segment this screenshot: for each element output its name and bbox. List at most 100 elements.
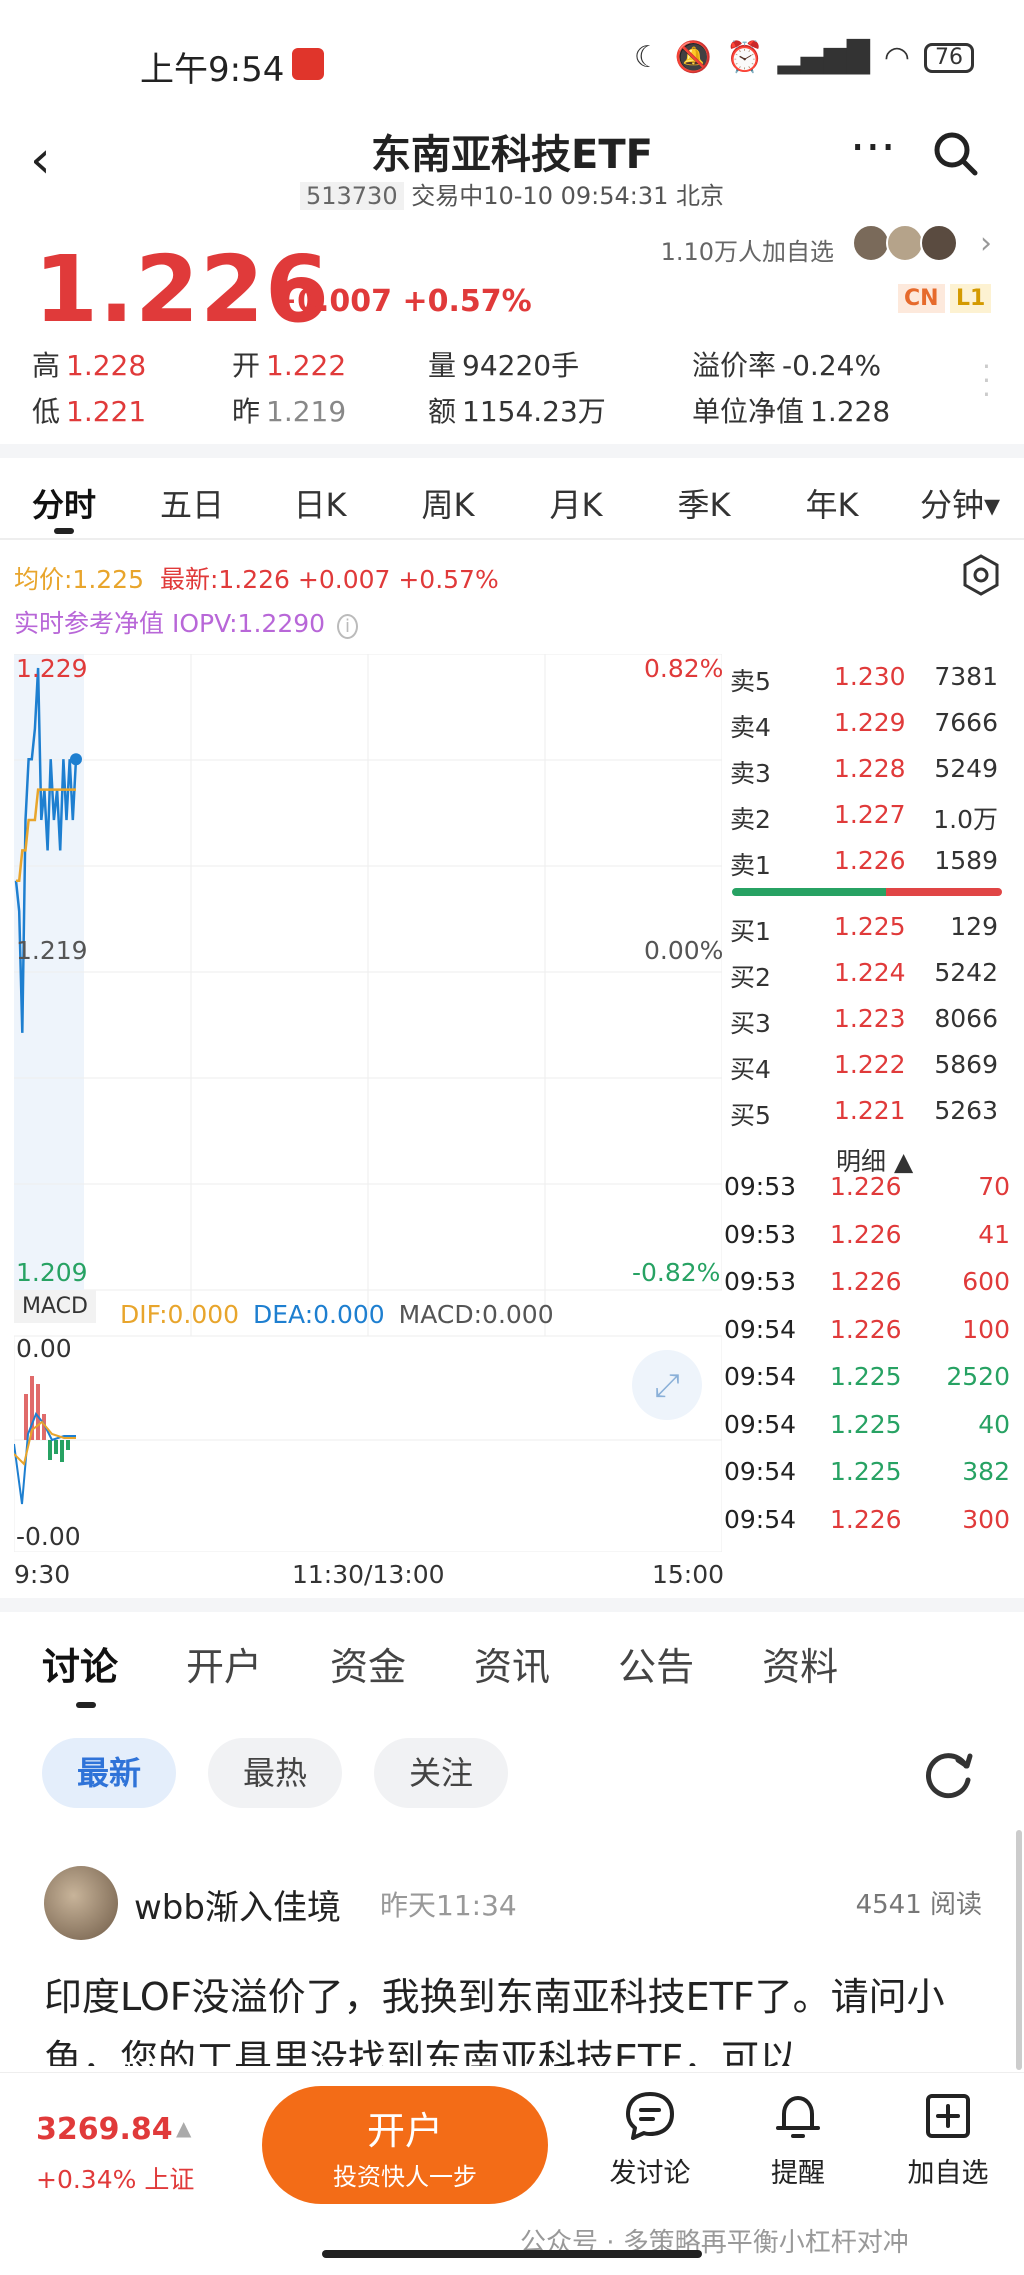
- bid-row[interactable]: 买1 1.225 129: [728, 912, 1008, 956]
- intraday-chart[interactable]: [14, 654, 722, 1552]
- post-username[interactable]: wbb渐入佳境: [134, 1888, 341, 1928]
- level-qty: 5249: [934, 754, 998, 783]
- tab-quarterly[interactable]: 季K: [677, 486, 731, 524]
- macd-top-label: 0.00: [16, 1334, 72, 1363]
- ask-row[interactable]: 卖2 1.227 1.0万: [728, 800, 1008, 844]
- chevron-right-icon[interactable]: ›: [980, 226, 992, 261]
- tab-weekly[interactable]: 周K: [421, 486, 475, 524]
- trade-status: 513730 交易中10-10 09:54:31 北京: [0, 176, 1024, 211]
- level-label: 买3: [730, 1009, 771, 1038]
- level-label: 卖5: [730, 667, 771, 696]
- level-label: 卖3: [730, 759, 771, 788]
- tab-monthly[interactable]: 月K: [549, 486, 603, 524]
- bid-row[interactable]: 买5 1.221 5263: [728, 1096, 1008, 1140]
- trade-price: 1.226: [830, 1219, 902, 1249]
- chat-icon: [626, 2092, 674, 2140]
- remind-button[interactable]: 提醒: [748, 2088, 848, 2190]
- trade-qty: 41: [978, 1219, 1010, 1249]
- chip-following[interactable]: 关注: [374, 1738, 508, 1808]
- level-qty: 5869: [934, 1050, 998, 1079]
- trade-status-text: 交易中10-10 09:54:31 北京: [411, 182, 725, 210]
- y-label-bottom: 1.209: [16, 1258, 88, 1287]
- post-discussion-button[interactable]: 发讨论: [600, 2088, 700, 2190]
- trade-detail-header[interactable]: 明细 ▲: [836, 1147, 914, 1176]
- tab-profile[interactable]: 资料: [762, 1645, 839, 1689]
- x-label-mid: 11:30/13:00: [292, 1560, 445, 1589]
- home-indicator[interactable]: [322, 2250, 702, 2258]
- level-label: 买5: [730, 1101, 771, 1130]
- trade-qty: 300: [962, 1504, 1010, 1534]
- tab-daily[interactable]: 日K: [293, 486, 347, 524]
- chart-period-tabs: 分时 五日 日K 周K 月K 季K 年K 分钟▾: [0, 470, 1024, 540]
- tab-yearly[interactable]: 年K: [805, 486, 859, 524]
- bid-row[interactable]: 买4 1.222 5869: [728, 1050, 1008, 1094]
- trade-price: 1.225: [830, 1457, 902, 1486]
- tab-discussion[interactable]: 讨论: [42, 1645, 119, 1689]
- tab-open-account[interactable]: 开户: [186, 1645, 263, 1689]
- macd-indicator-tag[interactable]: MACD: [14, 1290, 96, 1323]
- level-qty: 8066: [934, 1004, 998, 1033]
- more-stats-icon[interactable]: · · ·: [982, 350, 991, 411]
- stat-nav: 单位净值 1.228: [692, 395, 891, 428]
- trade-row: 09:54 1.225 2520: [724, 1362, 1010, 1408]
- open-account-button[interactable]: 开户 投资快人一步: [262, 2086, 548, 2204]
- watcher-avatars[interactable]: [852, 224, 962, 266]
- trade-time: 09:54: [724, 1457, 797, 1486]
- search-icon[interactable]: [930, 128, 980, 178]
- stat-low: 低 1.221: [32, 395, 147, 428]
- level-qty: 7381: [934, 662, 998, 691]
- tab-funds[interactable]: 资金: [330, 1645, 407, 1689]
- current-price: 1.226: [34, 236, 331, 343]
- expand-icon[interactable]: ⤢: [632, 1350, 702, 1420]
- info-icon[interactable]: i: [337, 614, 359, 639]
- divider: [0, 538, 1024, 540]
- bid-row[interactable]: 买2 1.224 5242: [728, 958, 1008, 1002]
- active-tab-indicator: [76, 1702, 96, 1708]
- tab-minute[interactable]: 分钟▾: [919, 486, 1001, 524]
- add-watchlist-button[interactable]: 加自选: [898, 2088, 998, 2190]
- pct-label-bottom: -0.82%: [632, 1258, 721, 1287]
- level-qty: 5242: [934, 958, 998, 987]
- divider: [0, 1598, 1024, 1612]
- post-read-count: 4541 阅读: [855, 1890, 982, 1920]
- ask-row[interactable]: 卖1 1.226 1589: [728, 846, 1008, 890]
- active-tab-indicator: [54, 528, 74, 534]
- index-value[interactable]: 3269.84: [36, 2112, 173, 2147]
- tab-5day[interactable]: 五日: [159, 486, 224, 524]
- scrollbar[interactable]: [1016, 1830, 1022, 2070]
- trade-time: 09:54: [724, 1504, 797, 1534]
- latest-price: 最新:1.226 +0.007 +0.57%: [159, 565, 499, 594]
- avatar: [852, 224, 890, 262]
- post-content[interactable]: 印度LOF没溢价了，我换到东南亚科技ETF了。请问小鱼，您的工具里没找到东南亚科…: [44, 1975, 945, 2066]
- more-icon[interactable]: ···: [850, 120, 896, 176]
- trade-row: 09:54 1.226 100: [724, 1315, 1010, 1361]
- trade-row: 09:53 1.226 41: [724, 1220, 1010, 1266]
- trade-qty: 100: [962, 1314, 1010, 1344]
- stat-high: 高 1.228: [32, 349, 147, 382]
- tab-news[interactable]: 资讯: [474, 1645, 551, 1689]
- chart-settings-icon[interactable]: [958, 552, 1004, 598]
- level-price: 1.226: [834, 846, 906, 875]
- chip-hottest[interactable]: 最热: [208, 1738, 342, 1808]
- trade-row: 09:53 1.226 70: [724, 1172, 1010, 1218]
- ask-row[interactable]: 卖5 1.230 7381: [728, 662, 1008, 706]
- triangle-up-icon: ▲: [176, 2116, 192, 2140]
- back-icon[interactable]: ‹: [30, 130, 51, 190]
- level-price: 1.225: [834, 912, 906, 941]
- tab-intraday[interactable]: 分时: [31, 486, 96, 524]
- chip-latest[interactable]: 最新: [42, 1738, 176, 1808]
- index-change[interactable]: +0.34% 上证: [36, 2165, 195, 2194]
- trade-row: 09:53 1.226 600: [724, 1267, 1010, 1313]
- trade-qty: 2520: [946, 1362, 1010, 1391]
- level-label: 卖1: [730, 851, 771, 880]
- ask-row[interactable]: 卖3 1.228 5249: [728, 754, 1008, 798]
- refresh-icon[interactable]: [920, 1746, 978, 1804]
- level-price: 1.229: [834, 708, 906, 737]
- watchers-count[interactable]: 1.10万人加自选: [660, 238, 834, 266]
- ask-row[interactable]: 卖4 1.229 7666: [728, 708, 1008, 752]
- bid-row[interactable]: 买3 1.223 8066: [728, 1004, 1008, 1048]
- tab-announcements[interactable]: 公告: [618, 1645, 695, 1689]
- avatar[interactable]: [44, 1866, 118, 1940]
- fund-code: 513730: [299, 182, 404, 210]
- page-title: 东南亚科技ETF: [371, 132, 653, 178]
